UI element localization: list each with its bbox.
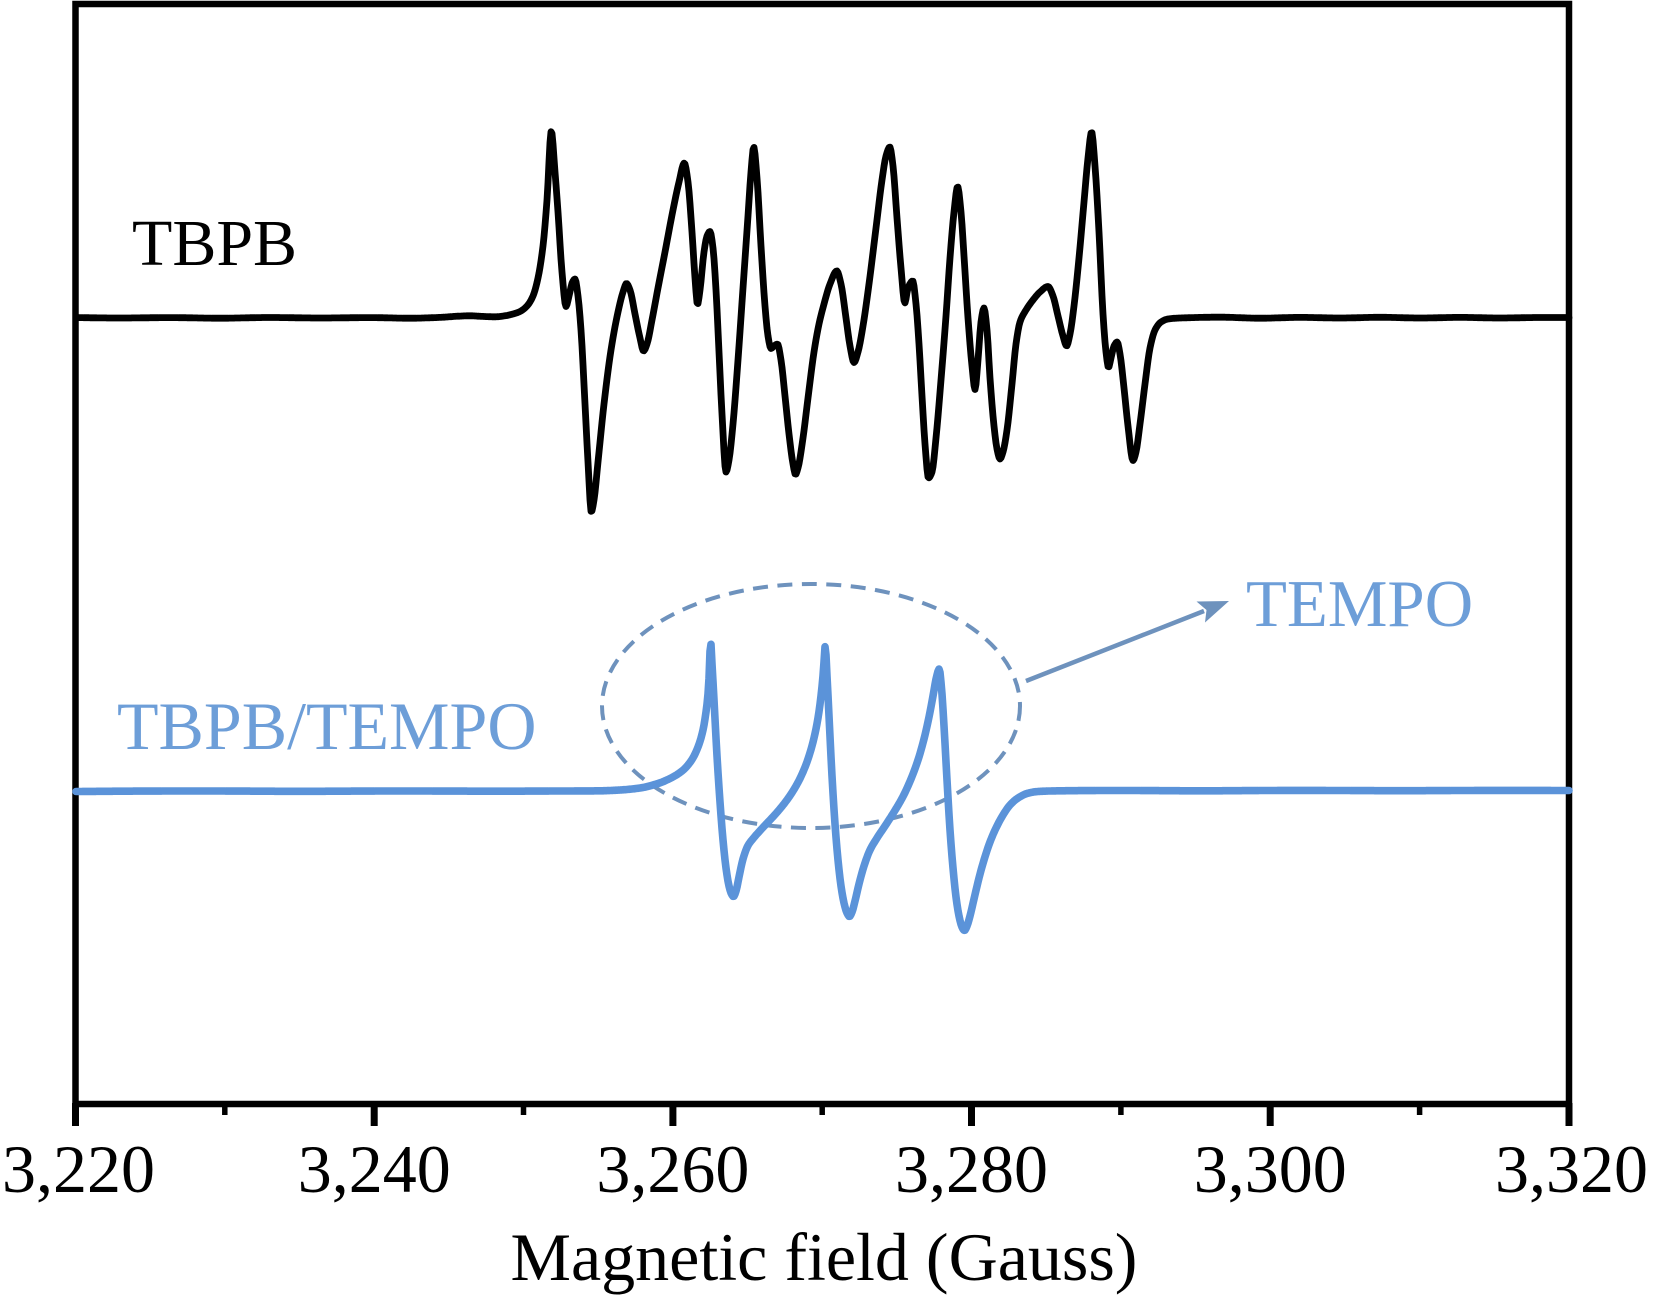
svg-text:3,240: 3,240	[298, 1131, 451, 1207]
svg-text:TBPB: TBPB	[132, 207, 297, 280]
svg-text:3,220: 3,220	[2, 1131, 155, 1207]
svg-text:3,320: 3,320	[1495, 1131, 1648, 1207]
svg-text:3,260: 3,260	[596, 1131, 749, 1207]
svg-text:Magnetic field (Gauss): Magnetic field (Gauss)	[511, 1219, 1138, 1295]
svg-text:3,300: 3,300	[1194, 1131, 1347, 1207]
svg-text:TEMPO: TEMPO	[1246, 567, 1473, 641]
svg-text:3,280: 3,280	[895, 1131, 1048, 1207]
svg-text:TBPB/TEMPO: TBPB/TEMPO	[117, 688, 536, 764]
